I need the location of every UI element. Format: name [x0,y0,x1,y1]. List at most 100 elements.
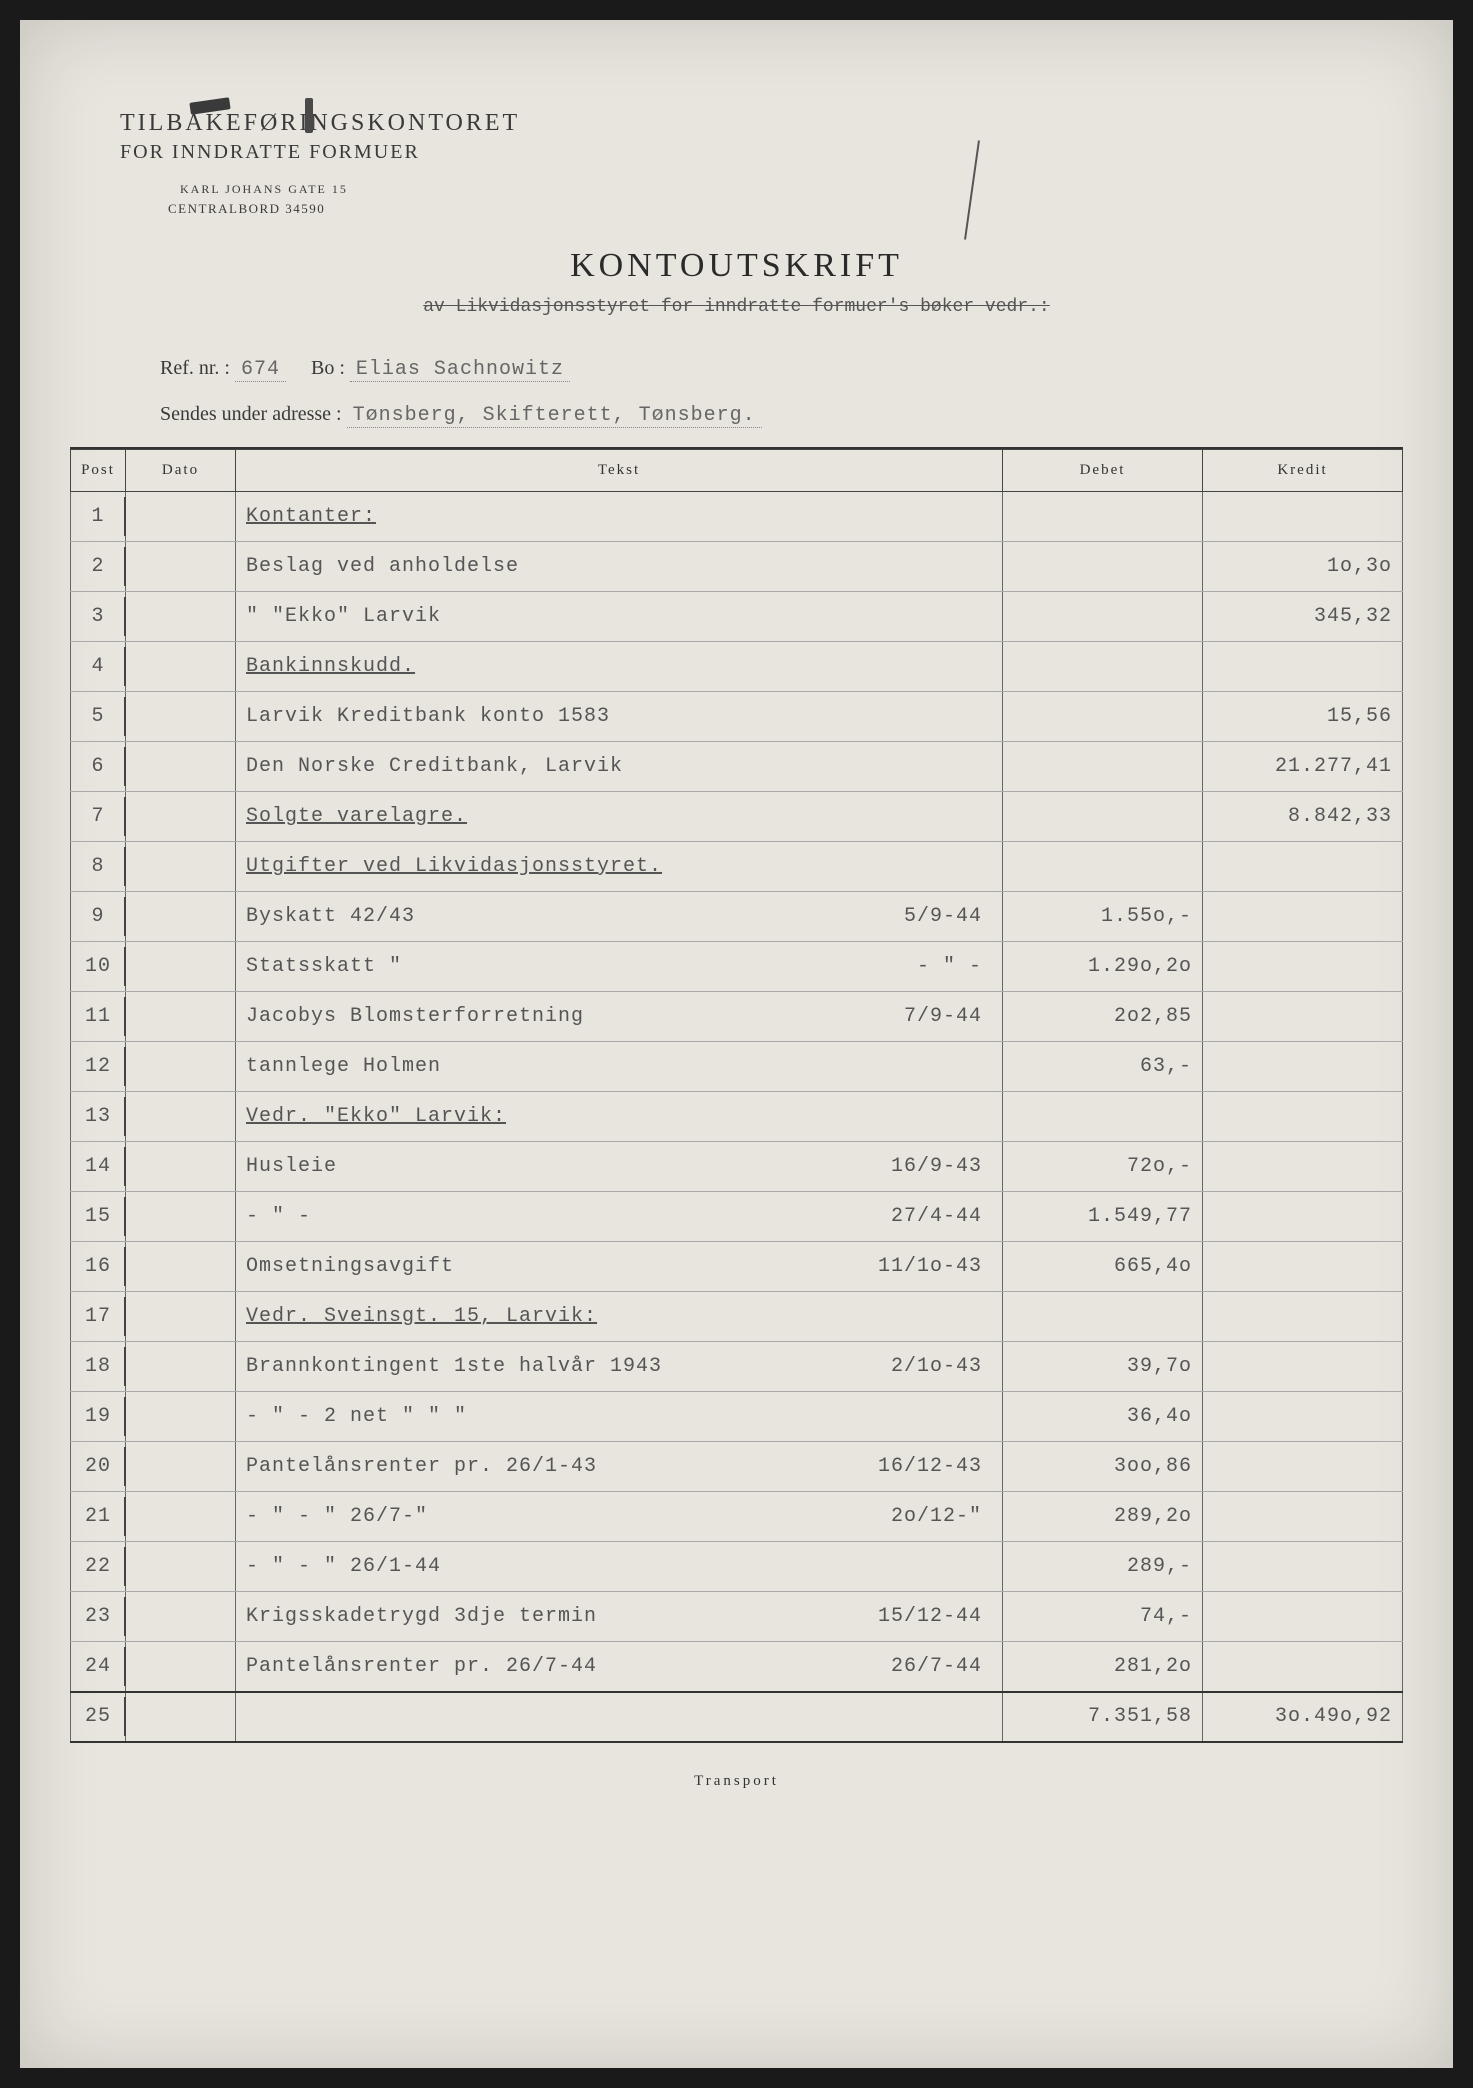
cell-tekst: Husleie16/9-43 [236,1142,1003,1192]
cell-post: 5 [71,692,126,742]
cell-kredit [1203,492,1403,542]
table-row: 24Pantelånsrenter pr. 26/7-4426/7-44281,… [71,1642,1403,1692]
cell-post: 6 [71,742,126,792]
cell-debet: 289,- [1003,1542,1203,1592]
bo-name: Elias Sachnowitz [350,358,570,382]
cell-dato [126,992,236,1042]
cell-post: 24 [71,1642,126,1692]
table-row: 15- " -27/4-441.549,77 [71,1192,1403,1242]
ledger-table: Post Dato Tekst Debet Kredit 1 Kontanter:… [70,449,1403,1743]
table-row: 9 Byskatt 42/435/9-441.55o,- [71,892,1403,942]
cell-post: 9 [71,892,126,942]
table-row: 10Statsskatt "- " -1.29o,2o [71,942,1403,992]
table-row: 16Omsetningsavgift11/1o-43665,4o [71,1242,1403,1292]
cell-kredit [1203,1592,1403,1642]
cell-tekst: Solgte varelagre. [236,792,1003,842]
table-row: 17Vedr. Sveinsgt. 15, Larvik: [71,1292,1403,1342]
cell-post: 11 [71,992,126,1042]
cell-post: 8 [71,842,126,892]
cell-kredit [1203,1392,1403,1442]
table-row: 4Bankinnskudd. [71,642,1403,692]
cell-tekst: - " - " 26/1-44 [236,1542,1003,1592]
document-page: TILBAKEFØRINGSKONTORET FOR INNDRATTE FOR… [20,20,1453,2068]
cell-dato [126,642,236,692]
cell-dato [126,1342,236,1392]
table-row: 23Krigsskadetrygd 3dje termin15/12-4474,… [71,1592,1403,1642]
cell-post: 20 [71,1442,126,1492]
cell-dato [126,1442,236,1492]
cell-kredit [1203,1642,1403,1692]
cell-post: 22 [71,1542,126,1592]
address-line: Sendes under adresse : Tønsberg, Skifter… [160,403,1403,427]
cell-tekst: Pantelånsrenter pr. 26/7-4426/7-44 [236,1642,1003,1692]
org-subtitle: FOR INNDRATTE FORMUER [120,141,1403,164]
cell-dato [126,1692,236,1742]
cell-dato [126,1592,236,1642]
cell-debet: 63,- [1003,1042,1203,1092]
table-row: 13 Vedr. "Ekko" Larvik: [71,1092,1403,1142]
addr-value: Tønsberg, Skifterett, Tønsberg. [347,404,762,428]
cell-dato [126,692,236,742]
cell-tekst: - " - " 26/7-"2o/12-" [236,1492,1003,1542]
cell-dato [126,1042,236,1092]
ref-label: Ref. nr. : [160,357,230,379]
staple-mark-2 [305,98,313,133]
cell-post: 7 [71,792,126,842]
bo-label: Bo : [311,357,345,379]
cell-post: 3 [71,592,126,642]
cell-dato [126,892,236,942]
cell-post: 14 [71,1142,126,1192]
cell-post: 12 [71,1042,126,1092]
cell-debet: 2o2,85 [1003,992,1203,1042]
cell-tekst: Vedr. "Ekko" Larvik: [236,1092,1003,1142]
col-kredit: Kredit [1203,450,1403,492]
cell-dato [126,792,236,842]
cell-kredit [1203,942,1403,992]
table-row: 7Solgte varelagre.8.842,33 [71,792,1403,842]
cell-post: 25 [71,1692,126,1742]
document-title: KONTOUTSKRIFT [70,247,1403,285]
cell-kredit: 15,56 [1203,692,1403,742]
ledger-body: 1Kontanter:2Beslag ved anholdelse1o,3o3 … [71,492,1403,1742]
cell-dato [126,1242,236,1292]
cell-post: 19 [71,1392,126,1442]
cell-debet: 1.55o,- [1003,892,1203,942]
cell-post: 23 [71,1592,126,1642]
cell-kredit [1203,1092,1403,1142]
cell-debet [1003,792,1203,842]
cell-tekst: Kontanter: [236,492,1003,542]
cell-dato [126,1092,236,1142]
cell-tekst: Jacobys Blomsterforretning7/9-44 [236,992,1003,1042]
cell-post: 1 [71,492,126,542]
cell-debet: 36,4o [1003,1392,1203,1442]
cell-debet [1003,1092,1203,1142]
cell-post: 10 [71,942,126,992]
cell-dato [126,542,236,592]
cell-dato [126,1642,236,1692]
cell-dato [126,1192,236,1242]
cell-kredit [1203,1542,1403,1592]
table-row: 20Pantelånsrenter pr. 26/1-4316/12-433oo… [71,1442,1403,1492]
col-post: Post [71,450,126,492]
table-row: 8Utgifter ved Likvidasjonsstyret. [71,842,1403,892]
table-row: 12tannlege Holmen63,- [71,1042,1403,1092]
cell-debet: 1.29o,2o [1003,942,1203,992]
cell-kredit [1203,1292,1403,1342]
cell-kredit [1203,1042,1403,1092]
document-subtitle: av Likvidasjonsstyret for inndratte form… [70,297,1403,317]
cell-debet: 1.549,77 [1003,1192,1203,1242]
cell-post: 15 [71,1192,126,1242]
cell-kredit [1203,1192,1403,1242]
cell-tekst: Byskatt 42/435/9-44 [236,892,1003,942]
cell-debet [1003,742,1203,792]
col-dato: Dato [126,450,236,492]
cell-debet: 72o,- [1003,1142,1203,1192]
cell-dato [126,1492,236,1542]
cell-post: 2 [71,542,126,592]
cell-kredit: 3o.49o,92 [1203,1692,1403,1742]
cell-tekst: Pantelånsrenter pr. 26/1-4316/12-43 [236,1442,1003,1492]
table-header-row: Post Dato Tekst Debet Kredit [71,450,1403,492]
cell-tekst: Den Norske Creditbank, Larvik [236,742,1003,792]
cell-post: 21 [71,1492,126,1542]
cell-post: 13 [71,1092,126,1142]
